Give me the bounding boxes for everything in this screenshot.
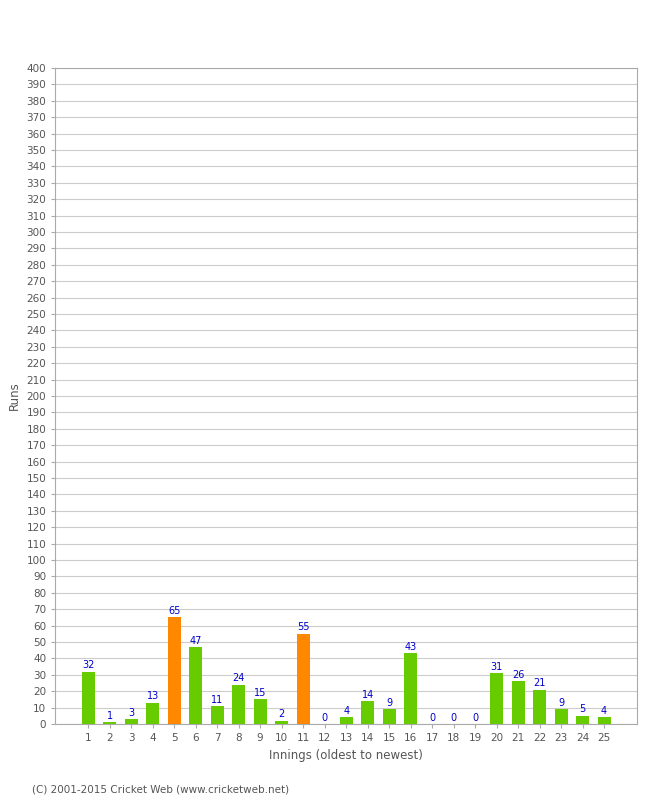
Text: 43: 43 <box>404 642 417 652</box>
Text: 9: 9 <box>558 698 564 708</box>
Bar <box>404 654 417 724</box>
Text: 0: 0 <box>472 713 478 722</box>
Text: 11: 11 <box>211 694 223 705</box>
Text: 0: 0 <box>322 713 328 722</box>
Bar <box>82 671 95 724</box>
Bar <box>490 673 503 724</box>
Text: 21: 21 <box>534 678 546 688</box>
Text: 1: 1 <box>107 711 112 721</box>
Text: 13: 13 <box>146 691 159 702</box>
Bar <box>340 718 352 724</box>
Text: 24: 24 <box>233 674 245 683</box>
Text: 47: 47 <box>189 636 202 646</box>
Text: 26: 26 <box>512 670 525 680</box>
Bar <box>168 618 181 724</box>
Bar <box>211 706 224 724</box>
Y-axis label: Runs: Runs <box>8 382 21 410</box>
Bar <box>296 634 309 724</box>
Bar <box>554 710 567 724</box>
Bar <box>189 647 202 724</box>
Bar <box>275 721 288 724</box>
Text: 32: 32 <box>82 660 94 670</box>
Text: 9: 9 <box>386 698 392 708</box>
Text: 31: 31 <box>491 662 502 672</box>
Bar <box>232 685 245 724</box>
Text: (C) 2001-2015 Cricket Web (www.cricketweb.net): (C) 2001-2015 Cricket Web (www.cricketwe… <box>32 784 290 794</box>
Text: 2: 2 <box>278 710 285 719</box>
Text: 5: 5 <box>580 705 586 714</box>
Bar <box>254 699 266 724</box>
Bar <box>146 702 159 724</box>
Bar <box>597 718 610 724</box>
Bar <box>361 701 374 724</box>
Bar <box>125 719 138 724</box>
Text: 65: 65 <box>168 606 180 616</box>
Bar <box>576 716 589 724</box>
Text: 0: 0 <box>429 713 436 722</box>
Text: 15: 15 <box>254 688 266 698</box>
Bar <box>533 690 546 724</box>
Text: 14: 14 <box>361 690 374 700</box>
Text: 55: 55 <box>297 622 309 633</box>
Bar <box>383 710 396 724</box>
X-axis label: Innings (oldest to newest): Innings (oldest to newest) <box>269 749 423 762</box>
Bar <box>512 682 525 724</box>
Text: 4: 4 <box>343 706 349 716</box>
Bar <box>103 722 116 724</box>
Text: 4: 4 <box>601 706 607 716</box>
Text: 3: 3 <box>128 708 134 718</box>
Text: 0: 0 <box>450 713 457 722</box>
